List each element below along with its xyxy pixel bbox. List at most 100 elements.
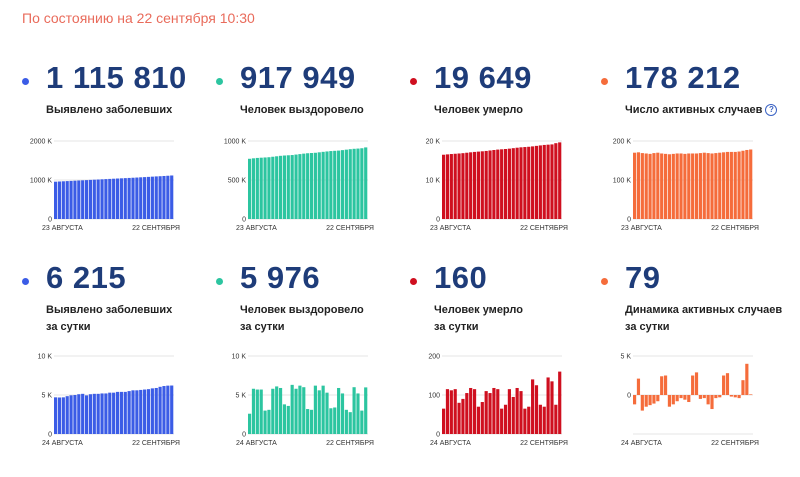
bar	[660, 153, 664, 219]
bar	[282, 155, 287, 219]
bar	[104, 179, 108, 219]
bar	[710, 153, 714, 219]
indicator-dot	[22, 278, 29, 285]
y-tick-label: 10 K	[426, 178, 441, 185]
y-tick-label: 0	[627, 217, 631, 224]
bar	[123, 178, 127, 219]
bar	[104, 393, 108, 434]
bar	[442, 408, 446, 434]
stat-label: Число активных случаев?	[625, 102, 778, 119]
bar	[745, 363, 749, 395]
x-tick-label-end: 22 СЕНТЯБРЯ	[520, 225, 568, 232]
bar	[527, 146, 531, 219]
bar	[100, 393, 104, 434]
bar	[687, 395, 691, 403]
bar	[694, 372, 699, 395]
y-tick-label: 2000 K	[30, 139, 53, 146]
bar	[480, 402, 484, 434]
stat-label-line: Число активных случаев?	[625, 102, 778, 119]
x-tick-label-end: 22 СЕНТЯБРЯ	[520, 440, 568, 447]
stat-card-active-daily: 79 Динамика активных случаев за сутки 0 5 K 2…	[601, 260, 782, 450]
bar	[445, 154, 450, 219]
bar	[503, 404, 508, 434]
bar	[108, 178, 112, 219]
stat-label-line: за сутки	[46, 321, 91, 333]
bar	[640, 395, 644, 411]
bar	[81, 180, 85, 219]
bar-chart: 0 5 K 24 АВГУСТА 22 СЕНТЯБРЯ	[620, 354, 759, 448]
bar	[667, 395, 672, 407]
bar	[546, 377, 550, 434]
help-icon[interactable]: ?	[765, 104, 778, 117]
stat-label-line: за сутки	[240, 321, 285, 333]
bar	[749, 394, 753, 395]
x-tick-label-start: 24 АВГУСТА	[430, 440, 471, 447]
bar	[725, 373, 730, 395]
x-tick-label-start: 23 АВГУСТА	[430, 225, 471, 232]
bar	[321, 151, 325, 219]
stat-label-line: Человек умерло	[434, 104, 523, 116]
bar	[69, 395, 73, 434]
y-tick-label: 200 K	[613, 139, 632, 146]
indicator-dot	[410, 278, 417, 285]
bar	[77, 394, 81, 434]
stat-card-deaths-total: 19 649 Человек умерло 0 10 K 20 K 23 АВГУСТА 2…	[410, 60, 590, 250]
bar	[348, 149, 352, 219]
stat-label: Человек умерло за сутки	[434, 302, 523, 336]
y-tick-label: 0	[242, 432, 246, 439]
bar	[554, 404, 558, 434]
bar	[648, 153, 652, 219]
bar	[263, 157, 267, 219]
bar	[248, 158, 252, 219]
bar	[496, 149, 500, 219]
bar	[480, 151, 484, 219]
bar	[263, 410, 267, 434]
y-tick-label: 10 K	[232, 354, 247, 361]
bar	[248, 413, 252, 434]
bar	[671, 395, 675, 405]
x-tick-label-end: 22 СЕНТЯБРЯ	[132, 225, 180, 232]
bar	[469, 387, 473, 434]
bar	[69, 180, 73, 219]
bar	[344, 409, 348, 434]
bar	[733, 395, 737, 398]
bar	[286, 155, 290, 219]
bar	[251, 158, 256, 219]
bar	[656, 152, 660, 219]
bar	[698, 395, 702, 399]
indicator-dot	[216, 78, 223, 85]
y-tick-label: 0	[48, 217, 52, 224]
indicator-dot	[601, 278, 608, 285]
bar	[500, 149, 504, 219]
stat-label-line: Выявлено заболевших	[46, 304, 173, 316]
bar	[523, 147, 527, 219]
y-tick-label: 0	[48, 432, 52, 439]
bar	[633, 152, 637, 219]
stat-value: 178 212	[625, 60, 741, 95]
bar	[131, 177, 135, 219]
bar	[170, 175, 174, 219]
stat-label-line: Человек выздоровело	[240, 104, 364, 116]
bar	[139, 177, 143, 219]
bar	[702, 152, 706, 219]
bar	[542, 144, 546, 219]
y-tick-label: 0	[242, 217, 246, 224]
bar	[718, 395, 722, 398]
bar	[484, 391, 488, 434]
bar	[146, 176, 151, 219]
bar	[143, 389, 147, 434]
bar	[457, 153, 461, 219]
stat-label: Выявлено заболевших	[46, 102, 172, 119]
stat-value: 917 949	[240, 60, 356, 95]
bar	[652, 153, 656, 219]
bar	[84, 180, 89, 219]
bar	[158, 386, 162, 434]
bar	[511, 396, 515, 434]
stat-value: 5 976	[240, 260, 321, 295]
y-tick-label: 1000 K	[30, 178, 53, 185]
bar	[146, 389, 151, 434]
x-tick-label-start: 24 АВГУСТА	[42, 440, 83, 447]
bar	[298, 385, 302, 434]
bar-chart: 0 1000 K 2000 K 23 АВГУСТА 22 СЕНТЯБРЯ	[30, 139, 180, 233]
bar	[364, 147, 368, 219]
